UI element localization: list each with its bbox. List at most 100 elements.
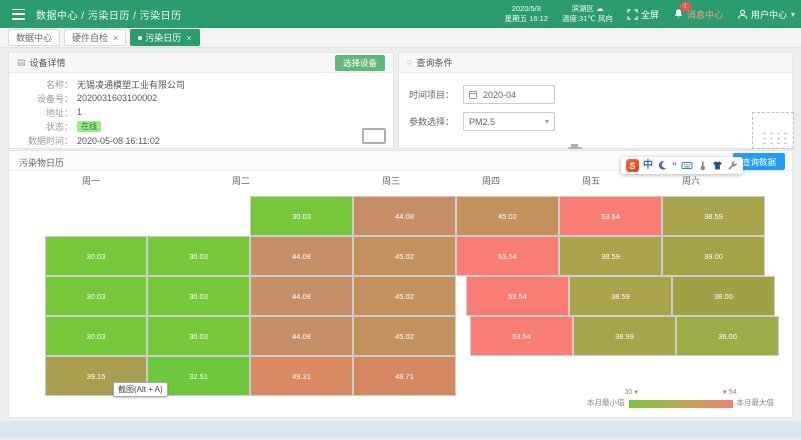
calendar-cell[interactable]: 45.02	[353, 316, 456, 356]
tab-污染日历[interactable]: 污染日历 ×	[130, 29, 200, 46]
tab-close-icon[interactable]: ×	[113, 32, 119, 43]
calendar-cell[interactable]: 30.03	[147, 316, 250, 356]
calendar-cell[interactable]: 53.54	[456, 236, 559, 276]
calendar-cell[interactable]: 45.02	[353, 276, 456, 316]
query-panel-body: 时间项目： 参数选择： PM2.5 ▾	[399, 73, 792, 149]
calendar-title: 污染物日历	[19, 158, 65, 168]
query-data-button[interactable]: 查询数据	[732, 153, 785, 170]
parameter-value: PM2.5	[469, 116, 496, 127]
message-center[interactable]: 1 消息中心	[673, 2, 723, 21]
device-field-row: 地址： 1	[17, 105, 385, 119]
calendar-cell[interactable]: 53.54	[470, 316, 573, 356]
device-field-row: 名称： 无锡凌通模塑工业有限公司	[17, 77, 385, 91]
fullscreen-button[interactable]: 全屏	[627, 8, 659, 21]
calendar-cell[interactable]: 30.03	[147, 236, 250, 276]
field-value: 2020-05-08 16:11:02	[77, 135, 160, 146]
user-icon	[737, 9, 748, 20]
menu-toggle-icon[interactable]	[12, 8, 25, 20]
skin-tshirt-icon[interactable]	[712, 160, 723, 171]
user-center[interactable]: 用户中心 ▾	[737, 8, 795, 21]
calendar-cell[interactable]: 30.03	[45, 276, 147, 316]
legend-gradient: 30 ▼ ▼ 54	[625, 389, 737, 408]
legend-min-marker: 30 ▼	[624, 389, 640, 396]
device-panel-header: ▤ 设备详情 选择设备	[9, 53, 393, 73]
device-details-panel: ▤ 设备详情 选择设备 名称： 无锡凌通模塑工业有限公司 设备号： 202003160…	[8, 52, 394, 149]
calendar-cell[interactable]: 30.03	[147, 276, 250, 316]
status-badge: 在线	[77, 121, 101, 133]
calendar-cell[interactable]: 30.03	[45, 236, 147, 276]
fullwidth-moon-icon[interactable]	[657, 160, 668, 171]
grid-icon: ▤	[17, 57, 26, 67]
calendar-cell[interactable]: 30.03	[45, 316, 147, 356]
datetime-block: 2020/5/8 星期五 16:12	[505, 4, 548, 24]
red-triangle-icon: ▼	[721, 390, 728, 396]
device-fields: 名称： 无锡凌通模塑工业有限公司 设备号： 2020031603100002 地址： 1 状…	[9, 73, 393, 149]
device-field-row: 数据时间： 2020-05-08 16:11:02	[17, 134, 385, 148]
weekday-label: 周五	[581, 176, 601, 186]
breadcrumb: 数据中心 / 污染日历 / 污染日历	[36, 10, 182, 22]
soft-keyboard-icon[interactable]	[681, 160, 693, 171]
calendar-cell[interactable]: 30.03	[250, 196, 353, 236]
handwriting-icon[interactable]	[697, 160, 708, 171]
weather-district: 滨湖区 ☁	[571, 3, 604, 13]
calendar-cell[interactable]: 38.59	[662, 196, 765, 236]
floating-drag-widget[interactable]	[752, 112, 794, 149]
calendar-cell[interactable]: 38.59	[559, 236, 662, 276]
calendar-cell[interactable]: 38.59	[569, 276, 672, 316]
tab-硬件自检[interactable]: 硬件自检 ×	[64, 29, 127, 46]
calendar-cell[interactable]: 45.02	[456, 196, 559, 236]
tab-数据中心[interactable]: 数据中心	[8, 29, 61, 46]
calendar-cell[interactable]: 44.08	[250, 236, 353, 276]
date-text: 2020/5/8	[511, 3, 541, 13]
calendar-legend: 本月最小值 30 ▼ ▼ 54 本月最大值	[587, 389, 774, 408]
circle-icon: ○	[407, 57, 413, 67]
month-input[interactable]	[481, 88, 549, 101]
device-field-row: 设备号： 2020031603100002	[17, 91, 385, 105]
weekday-label: 周四	[481, 176, 501, 186]
select-device-button[interactable]: 选择设备	[334, 54, 385, 71]
screenshot-tooltip: 截图(Alt + A)	[113, 382, 168, 397]
topbar: 数据中心 / 污染日历 / 污染日历 2020/5/8 星期五 16:12 滨湖…	[0, 0, 801, 28]
tab-bar: 数据中心 硬件自检 × 污染日历 ×	[0, 28, 801, 48]
field-label: 设备号：	[36, 93, 73, 104]
calendar-cell[interactable]: 44.08	[250, 276, 353, 316]
parameter-select[interactable]: PM2.5 ▾	[463, 112, 555, 131]
month-picker[interactable]	[463, 85, 555, 104]
calendar-icon	[469, 90, 477, 99]
weekday-label: 周一	[81, 176, 101, 186]
param-label: 参数选择：	[409, 117, 455, 127]
calendar-header-bar	[9, 151, 792, 171]
time-label: 时间项目：	[409, 90, 455, 100]
settings-wrench-icon[interactable]	[727, 160, 738, 171]
sogou-logo-icon[interactable]: S	[626, 159, 639, 172]
tab-close-icon[interactable]: ×	[186, 32, 192, 43]
message-count-badge: 1	[679, 2, 691, 11]
field-value: 无锡凌通模塑工业有限公司	[77, 79, 186, 90]
calendar-cell[interactable]: 53.54	[466, 276, 569, 316]
calendar-cell[interactable]: 36.00	[676, 316, 779, 356]
green-triangle-icon: ▼	[633, 390, 640, 396]
footer-strip	[0, 421, 801, 437]
calendar-cell[interactable]: 45.02	[353, 236, 456, 276]
drag-dots-icon	[759, 130, 787, 144]
weekday-time-text: 星期五 16:12	[504, 14, 548, 23]
calendar-cell[interactable]: 39.00	[662, 236, 765, 276]
ime-toolbar: S 中 ’’	[621, 157, 743, 174]
chinese-mode-icon[interactable]: 中	[643, 159, 653, 171]
user-center-label: 用户中心	[750, 9, 787, 20]
field-label: 名称：	[45, 79, 73, 90]
device-panel-title: 设备详情	[29, 58, 66, 68]
calendar-cell[interactable]: 38.99	[573, 316, 676, 356]
query-conditions-panel: ○ 查询条件 时间项目： 参数选择： PM2.5 ▾	[398, 52, 793, 149]
calendar-cell[interactable]: 44.08	[353, 196, 456, 236]
query-panel-title: 查询条件	[416, 58, 453, 68]
calendar-cell[interactable]: 49.31	[250, 356, 353, 396]
legend-gradient-bar	[628, 400, 733, 408]
calendar-cell[interactable]: 44.08	[250, 316, 353, 356]
calendar-cell[interactable]: 48.71	[353, 356, 456, 396]
select-chevron-icon: ▾	[544, 117, 549, 126]
calendar-cell[interactable]: 53.54	[559, 196, 662, 236]
calendar-cell[interactable]: 38.00	[672, 276, 775, 316]
punctuation-icon[interactable]: ’’	[672, 160, 677, 171]
